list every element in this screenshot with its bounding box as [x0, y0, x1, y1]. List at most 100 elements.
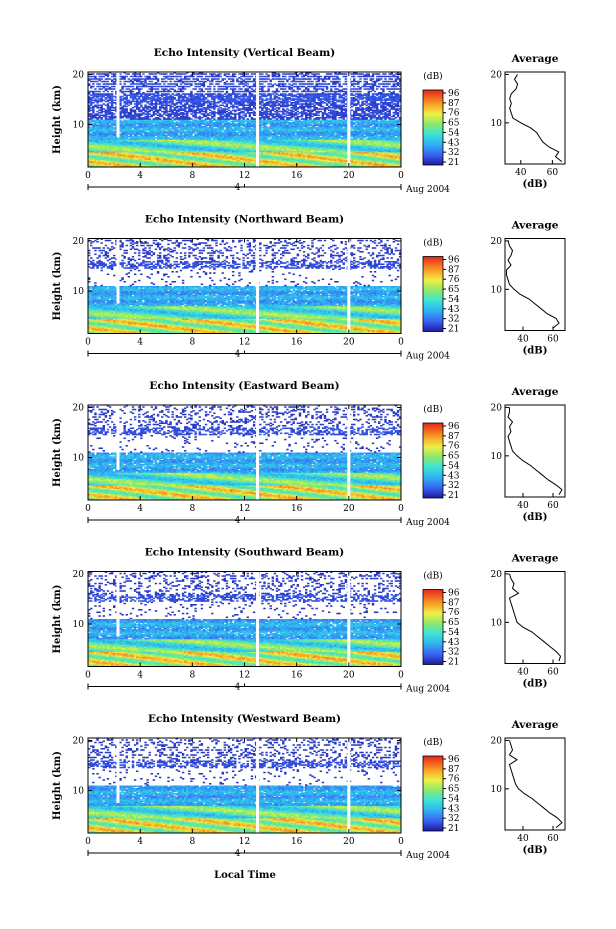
average-title: Average: [511, 553, 559, 565]
average-frame: [505, 405, 565, 497]
y-tick-label: 20: [73, 570, 85, 580]
data-gap: [116, 405, 119, 470]
x-tick-label: 8: [189, 671, 195, 681]
data-gap: [116, 72, 119, 137]
x-tick-label: 8: [189, 338, 195, 348]
avg-x-tick-label: 60: [547, 668, 559, 678]
radar-echo-figure: Echo Intensity (Vertical Beam) 20 10 Height…: [0, 0, 616, 929]
y-tick-label: 20: [73, 71, 85, 81]
y-tick-label: 10: [73, 454, 85, 464]
colorbar-tick-label: 21: [448, 824, 459, 834]
panel-4: Echo Intensity (Southward Beam) 20 10 Heigh…: [52, 547, 565, 695]
colorbar-tick-label: 21: [448, 491, 459, 501]
x-tick-label: 12: [239, 504, 250, 514]
colorbar-tick-label: 65: [448, 285, 460, 295]
x-tick-label: 0: [85, 338, 91, 348]
avg-x-tick-label: 60: [547, 834, 559, 844]
data-gap: [347, 239, 350, 334]
x-tick-label: 0: [85, 171, 91, 181]
avg-x-tick-label: 40: [515, 168, 527, 178]
y-tick-label: 20: [73, 237, 85, 247]
colorbar-tick-label: 65: [448, 618, 460, 628]
colorbar: [423, 90, 443, 165]
colorbar-tick-label: 96: [448, 256, 460, 266]
avg-y-tick-label: 20: [491, 736, 503, 746]
colorbar-tick-label: 96: [448, 589, 460, 599]
avg-x-tick-label: 60: [547, 501, 559, 511]
date-label: Aug 2004: [405, 518, 450, 528]
colorbar-tick-label: 21: [448, 325, 459, 335]
data-gap: [116, 239, 119, 304]
date-tick-label: 4: [235, 350, 241, 360]
colorbar-tick-label: 96: [448, 89, 460, 99]
x-tick-label: 4: [137, 671, 143, 681]
data-gap: [347, 405, 350, 500]
colorbar-tick-label: 43: [448, 305, 460, 315]
y-tick-label: 10: [73, 121, 85, 131]
colorbar: [423, 756, 443, 831]
colorbar-tick-label: 54: [448, 794, 460, 804]
x-tick-label: 0: [398, 504, 404, 514]
panel-title: Echo Intensity (Northward Beam): [145, 214, 344, 226]
y-tick-label: 20: [73, 404, 85, 414]
colorbar-tick-label: 87: [448, 265, 460, 275]
y-axis-label: Height (km): [52, 585, 63, 654]
avg-x-label: (dB): [523, 512, 548, 523]
avg-y-tick-label: 10: [491, 452, 503, 462]
x-tick-label: 4: [137, 504, 143, 514]
panel-2: Echo Intensity (Northward Beam)2010Heigh…: [52, 214, 565, 362]
avg-y-tick-label: 10: [491, 618, 503, 628]
date-tick-label: 4: [235, 849, 241, 859]
avg-x-label: (dB): [523, 346, 548, 357]
colorbar-tick-label: 32: [448, 481, 459, 491]
colorbar-tick-label: 21: [448, 158, 459, 168]
colorbar-tick-label: 76: [448, 775, 460, 785]
colorbar-tick-label: 76: [448, 109, 460, 119]
data-gap: [256, 72, 259, 167]
average-frame: [505, 239, 565, 331]
avg-y-tick-label: 20: [491, 70, 503, 80]
colorbar-tick-label: 87: [448, 765, 460, 775]
colorbar-label: (dB): [423, 238, 442, 249]
x-tick-label: 16: [291, 837, 303, 847]
data-gap: [256, 738, 259, 833]
avg-y-tick-label: 20: [491, 403, 503, 413]
x-tick-label: 4: [137, 837, 143, 847]
data-gap: [116, 572, 119, 637]
y-axis-label: Height (km): [52, 85, 63, 154]
colorbar-tick-label: 54: [448, 461, 460, 471]
x-tick-label: 0: [85, 671, 91, 681]
data-gap: [347, 738, 350, 833]
x-tick-label: 16: [291, 504, 303, 514]
data-gap: [256, 239, 259, 334]
colorbar-tick-label: 43: [448, 138, 460, 148]
colorbar-tick-label: 96: [448, 422, 460, 432]
x-tick-label: 0: [398, 338, 404, 348]
colorbar-tick-label: 54: [448, 628, 460, 638]
x-tick-label: 20: [343, 338, 355, 348]
avg-x-tick-label: 40: [517, 834, 529, 844]
date-label: Aug 2004: [405, 352, 450, 362]
colorbar-tick-label: 54: [448, 128, 460, 138]
colorbar-tick-label: 65: [448, 452, 460, 462]
y-axis-label: Height (km): [52, 418, 63, 487]
panel-title: Echo Intensity (Vertical Beam): [154, 47, 335, 59]
avg-y-tick-label: 10: [491, 285, 503, 295]
avg-y-tick-label: 10: [491, 785, 503, 795]
x-tick-label: 12: [239, 837, 250, 847]
x-tick-label: 20: [343, 837, 355, 847]
colorbar: [423, 423, 443, 498]
date-label: Aug 2004: [405, 685, 450, 695]
x-tick-label: 4: [137, 338, 143, 348]
panel-5: Echo Intensity (Westward Beam)2010Height…: [52, 713, 565, 861]
x-tick-label: 8: [189, 504, 195, 514]
panel-title: Echo Intensity (Southward Beam): [145, 547, 344, 559]
colorbar-tick-label: 43: [448, 471, 460, 481]
colorbar-tick-label: 76: [448, 442, 460, 452]
x-tick-label: 12: [239, 338, 250, 348]
x-tick-label: 20: [343, 671, 355, 681]
date-tick-label: 4: [235, 683, 241, 693]
heatmap-cells: [88, 239, 401, 334]
x-tick-label: 4: [137, 171, 143, 181]
y-tick-label: 10: [73, 620, 85, 630]
